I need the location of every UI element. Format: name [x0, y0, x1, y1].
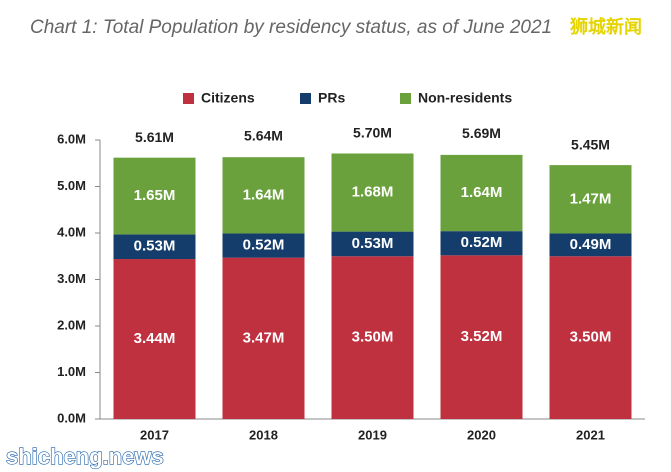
- bar-segment: [549, 256, 632, 419]
- total-label: 5.64M: [244, 127, 283, 143]
- legend-swatch: [183, 93, 194, 104]
- x-tick-label: 2021: [576, 427, 605, 442]
- value-label: 0.53M: [134, 238, 176, 255]
- bar-segment: [331, 256, 414, 419]
- y-tick-label: 5.0M: [57, 178, 86, 193]
- bar-segment: [440, 231, 523, 256]
- x-tick-label: 2020: [467, 427, 496, 442]
- value-label: 1.65M: [134, 187, 176, 204]
- value-label: 0.53M: [352, 235, 394, 252]
- value-label: 3.50M: [352, 329, 394, 346]
- value-label: 3.50M: [570, 329, 612, 346]
- value-label: 3.44M: [134, 330, 176, 347]
- legend-label: Non-residents: [418, 90, 512, 106]
- bar-segment: [440, 255, 523, 419]
- value-label: 1.47M: [570, 190, 612, 207]
- value-label: 1.68M: [352, 184, 394, 201]
- value-label: 1.64M: [243, 186, 285, 203]
- total-label: 5.70M: [353, 125, 392, 141]
- bar-segment: [222, 157, 305, 234]
- bar-segment: [222, 233, 305, 258]
- value-label: 0.52M: [243, 237, 285, 254]
- bar-segment: [113, 259, 196, 419]
- y-tick-label: 3.0M: [57, 271, 86, 286]
- bar-segment: [331, 231, 414, 257]
- bar-segment: [331, 153, 414, 232]
- x-tick-label: 2017: [140, 427, 169, 442]
- bar-segment: [113, 234, 196, 260]
- total-label: 5.61M: [135, 129, 174, 145]
- value-label: 0.52M: [461, 234, 503, 251]
- y-tick-label: 0.0M: [57, 410, 86, 425]
- bar-segment: [440, 154, 523, 232]
- watermark: 狮城新闻: [570, 16, 642, 37]
- x-tick-label: 2019: [358, 427, 387, 442]
- x-tick-label: 2018: [249, 427, 278, 442]
- y-tick-label: 6.0M: [57, 131, 86, 146]
- legend-swatch: [300, 93, 311, 104]
- bar-segment: [549, 233, 632, 257]
- legend-label: Citizens: [201, 90, 255, 106]
- value-label: 0.49M: [570, 236, 612, 253]
- bar-segment: [222, 257, 305, 419]
- total-label: 5.45M: [571, 136, 610, 152]
- legend-label: PRs: [318, 90, 345, 106]
- bar-segment: [549, 165, 632, 234]
- bar-segment: [113, 157, 196, 235]
- value-label: 1.64M: [461, 184, 503, 201]
- legend-swatch: [400, 93, 411, 104]
- y-tick-label: 2.0M: [57, 317, 86, 332]
- y-tick-label: 1.0M: [57, 364, 86, 379]
- value-label: 3.47M: [243, 329, 285, 346]
- chart-title: Chart 1: Total Population by residency s…: [30, 17, 552, 38]
- value-label: 3.52M: [461, 328, 503, 345]
- source-watermark: shicheng.news: [6, 444, 164, 469]
- total-label: 5.69M: [462, 125, 501, 141]
- y-tick-label: 4.0M: [57, 224, 86, 239]
